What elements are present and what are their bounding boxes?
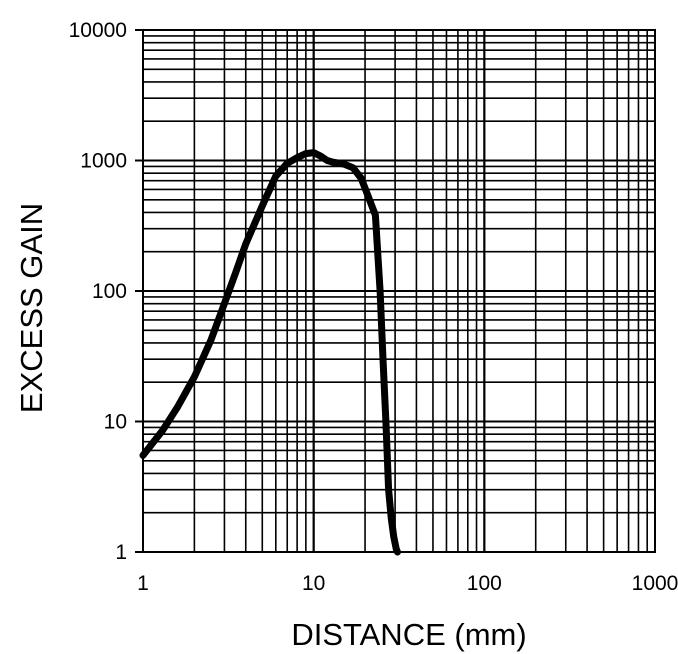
y-tick-label: 1000 <box>80 150 127 173</box>
x-tick-label: 1000 <box>632 572 678 595</box>
x-tick-label: 10 <box>302 572 325 595</box>
y-tick-label: 1 <box>115 541 127 564</box>
x-tick-labels: 1 10 100 1000 <box>137 572 678 595</box>
excess-gain-curve <box>139 149 401 556</box>
y-tick-label: 10000 <box>69 19 127 42</box>
x-axis-title: DISTANCE (mm) <box>291 617 526 652</box>
grid-lines <box>135 29 656 553</box>
y-tick-label: 10 <box>104 411 127 434</box>
x-tick-label: 100 <box>467 572 502 595</box>
x-tick-label: 1 <box>137 572 149 595</box>
y-tick-label: 100 <box>92 280 127 303</box>
y-axis-title: EXCESS GAIN <box>14 203 49 413</box>
y-tick-labels: 1 10 100 1000 10000 <box>69 19 127 564</box>
